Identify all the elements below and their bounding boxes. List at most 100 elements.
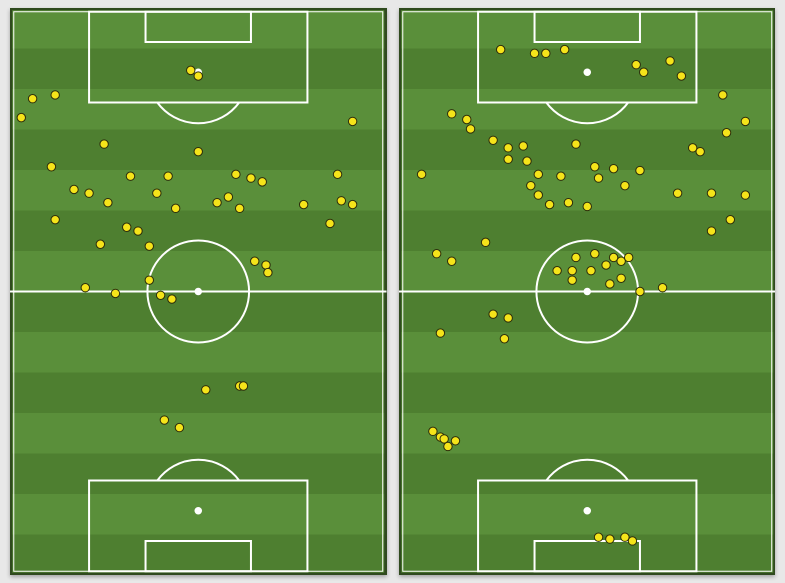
touch-marker xyxy=(447,110,455,118)
touch-marker xyxy=(451,437,459,445)
touch-marker xyxy=(590,250,598,258)
source-label: OPTA xyxy=(0,549,2,577)
touch-marker xyxy=(707,189,715,197)
touch-marker xyxy=(175,423,183,431)
touch-marker xyxy=(503,155,511,163)
touch-marker xyxy=(96,240,104,248)
touch-marker xyxy=(134,227,142,235)
touch-marker xyxy=(264,268,272,276)
touch-marker xyxy=(635,287,643,295)
touch-marker xyxy=(741,117,749,125)
touch-marker xyxy=(567,267,575,275)
touch-marker xyxy=(534,170,542,178)
touch-marker xyxy=(481,238,489,246)
touch-marker xyxy=(232,170,240,178)
touch-marker xyxy=(496,45,504,53)
pitch-panel-left xyxy=(10,8,387,575)
touch-marker xyxy=(503,144,511,152)
touch-marker xyxy=(417,170,425,178)
touch-marker xyxy=(194,72,202,80)
touch-marker xyxy=(428,427,436,435)
touch-map-comparison: OPTA xyxy=(0,0,785,583)
touch-marker xyxy=(213,198,221,206)
touch-marker xyxy=(601,261,609,269)
touch-marker xyxy=(586,267,594,275)
touch-marker xyxy=(590,163,598,171)
touch-marker xyxy=(239,382,247,390)
touch-marker xyxy=(620,181,628,189)
touch-marker xyxy=(160,416,168,424)
touch-marker xyxy=(707,227,715,235)
touch-marker xyxy=(571,253,579,261)
touch-marker xyxy=(673,189,681,197)
touch-marker xyxy=(628,537,636,545)
touch-marker xyxy=(251,257,259,265)
touch-marker xyxy=(503,314,511,322)
touch-marker xyxy=(436,329,444,337)
touch-marker xyxy=(594,174,602,182)
touch-marker xyxy=(605,535,613,543)
touch-marker xyxy=(104,198,112,206)
touch-marker xyxy=(111,289,119,297)
touch-marker xyxy=(534,191,542,199)
touch-marker xyxy=(522,157,530,165)
touch-marker xyxy=(123,223,131,231)
touch-marker xyxy=(224,193,232,201)
touch-marker xyxy=(51,215,59,223)
touch-marker xyxy=(247,174,255,182)
touch-marker xyxy=(658,284,666,292)
touch-marker xyxy=(443,442,451,450)
touch-marker xyxy=(466,125,474,133)
touch-marker xyxy=(187,66,195,74)
touch-marker xyxy=(81,284,89,292)
touch-marker xyxy=(299,200,307,208)
touch-marker xyxy=(145,276,153,284)
touch-marker xyxy=(333,170,341,178)
right-pitch-svg xyxy=(399,8,776,575)
touch-marker xyxy=(202,386,210,394)
touch-marker xyxy=(545,200,553,208)
touch-marker xyxy=(564,198,572,206)
touch-marker xyxy=(500,335,508,343)
touch-marker xyxy=(609,164,617,172)
touch-marker xyxy=(126,172,134,180)
touch-marker xyxy=(145,242,153,250)
touch-marker xyxy=(70,185,78,193)
touch-marker xyxy=(17,113,25,121)
touch-marker xyxy=(624,253,632,261)
left-pitch-svg xyxy=(10,8,387,575)
touch-marker xyxy=(326,219,334,227)
touch-marker xyxy=(519,142,527,150)
touch-marker xyxy=(47,163,55,171)
touch-marker xyxy=(348,200,356,208)
touch-marker xyxy=(100,140,108,148)
touch-marker xyxy=(583,202,591,210)
touch-marker xyxy=(616,274,624,282)
touch-marker xyxy=(635,166,643,174)
touch-marker xyxy=(258,178,266,186)
touch-marker xyxy=(28,95,36,103)
touch-marker xyxy=(741,191,749,199)
touch-marker xyxy=(171,204,179,212)
touch-marker xyxy=(51,91,59,99)
touch-marker xyxy=(348,117,356,125)
touch-marker xyxy=(560,45,568,53)
touch-marker xyxy=(718,91,726,99)
touch-marker xyxy=(552,267,560,275)
touch-marker xyxy=(631,61,639,69)
touch-marker xyxy=(639,68,647,76)
touch-marker xyxy=(605,280,613,288)
touch-marker xyxy=(432,250,440,258)
touch-marker xyxy=(541,49,549,57)
touch-marker xyxy=(156,291,164,299)
touch-marker xyxy=(447,257,455,265)
touch-marker xyxy=(235,204,243,212)
touch-marker xyxy=(85,189,93,197)
touch-marker xyxy=(530,49,538,57)
touch-marker xyxy=(556,172,564,180)
pitch-panel-right xyxy=(399,8,776,575)
touch-marker xyxy=(168,295,176,303)
touch-marker xyxy=(567,276,575,284)
touch-marker xyxy=(194,147,202,155)
touch-marker xyxy=(594,533,602,541)
